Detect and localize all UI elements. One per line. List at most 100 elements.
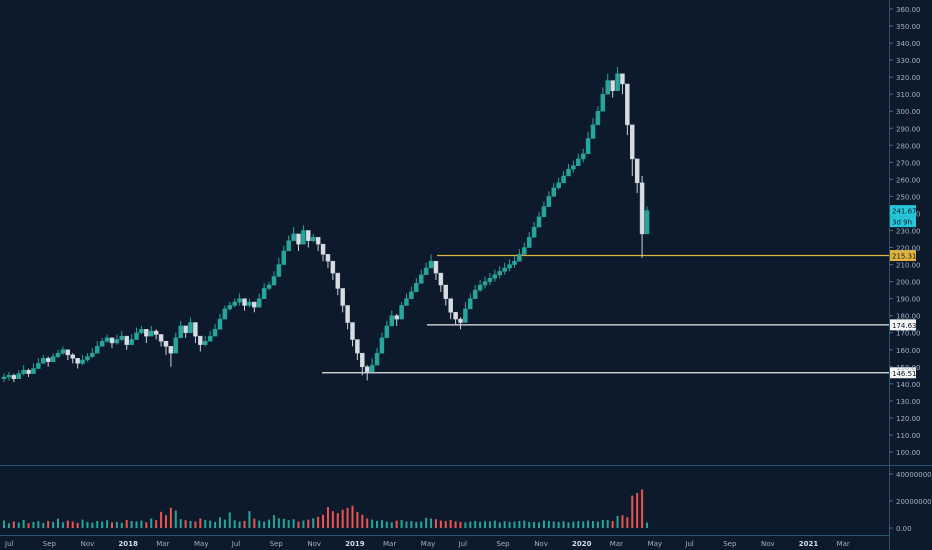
- price-tick-label: 200.00: [896, 279, 921, 287]
- candle-body: [438, 272, 444, 286]
- volume-tick-label: 0.00: [896, 525, 912, 533]
- candle-body: [620, 73, 625, 85]
- candle-body: [615, 73, 620, 92]
- volume-bar: [268, 519, 271, 528]
- volume-bar: [592, 520, 595, 528]
- time-tick-label: 2019: [345, 540, 365, 548]
- candle-body: [634, 158, 640, 184]
- candle-body: [394, 315, 399, 320]
- volume-bar: [169, 507, 172, 528]
- time-tick-label: May: [421, 540, 435, 548]
- candle-body: [237, 298, 242, 303]
- candle-body: [119, 335, 125, 340]
- volume-bar: [61, 522, 64, 528]
- candle-body: [21, 369, 26, 374]
- candle-body: [463, 308, 468, 323]
- candle-body: [149, 330, 154, 337]
- candle-body: [109, 337, 115, 344]
- volume-bar: [209, 520, 212, 528]
- volume-bar: [7, 523, 10, 528]
- volume-bar: [312, 518, 315, 528]
- candle-body: [261, 288, 267, 299]
- candle-body: [433, 260, 439, 274]
- candle-body: [85, 356, 90, 361]
- candle-body: [242, 298, 247, 306]
- candle-body: [301, 230, 306, 245]
- candle-body: [11, 375, 17, 379]
- candle-body: [320, 243, 326, 255]
- volume-bar: [474, 520, 477, 528]
- price-tick-label: 230.00: [896, 228, 921, 236]
- candle-body: [207, 335, 213, 342]
- price-tick-label: 330.00: [896, 57, 921, 65]
- time-tick-label: Sep: [723, 540, 737, 548]
- volume-bar: [115, 521, 118, 528]
- volume-bar: [552, 521, 555, 528]
- volume-bar: [646, 522, 648, 528]
- price-tick-label: 190.00: [896, 296, 921, 304]
- volume-bar: [439, 520, 442, 528]
- candle-body: [630, 124, 635, 160]
- candle-body: [31, 368, 36, 374]
- candle-body: [65, 349, 71, 356]
- candle-body: [158, 334, 164, 342]
- horizontal-levels[interactable]: 215.31 174.63 146.51: [322, 250, 917, 379]
- volume-bar: [56, 518, 59, 528]
- candle-body: [384, 325, 390, 339]
- price-tick-label: 160.00: [896, 347, 921, 355]
- price-badges: 241.67 3d 9h: [890, 205, 917, 228]
- candle-body: [571, 165, 576, 170]
- level-label: 215.31: [892, 253, 917, 261]
- volume-tick-label: 400000000.00: [896, 471, 932, 479]
- volume-bar: [253, 518, 256, 528]
- volume-bar: [567, 522, 570, 528]
- candle-body: [188, 322, 193, 333]
- volume-bar: [263, 521, 266, 528]
- candle-body: [183, 325, 188, 333]
- volume-bar: [410, 520, 413, 528]
- candle-body: [379, 337, 385, 354]
- volume-bar: [194, 521, 197, 528]
- volume-bar: [479, 521, 482, 528]
- candle-body: [212, 329, 218, 337]
- volume-bar: [223, 519, 226, 528]
- time-axis[interactable]: Jul Sep Nov 2018 Mar May Jul Sep Nov 2019 Mar May Ju…: [4, 540, 850, 548]
- volume-bar: [420, 521, 423, 528]
- candle-body: [168, 346, 174, 354]
- volume-bar: [307, 519, 310, 528]
- price-axis[interactable]: 360.00 350.00 340.00 330.00 320.00 310.00 300.…: [889, 6, 921, 457]
- price-tick-label: 130.00: [896, 398, 921, 406]
- volume-bar: [449, 519, 452, 528]
- candle-body: [556, 182, 561, 189]
- candle-body: [281, 250, 287, 265]
- candle-body: [286, 240, 291, 252]
- candle-body: [114, 339, 120, 344]
- candle-body: [139, 329, 144, 333]
- volume-bar: [626, 517, 629, 528]
- candle-body: [144, 329, 149, 337]
- candle-body: [418, 274, 424, 284]
- candle-body: [576, 158, 581, 167]
- volume-bar: [415, 521, 418, 528]
- price-tick-label: 290.00: [896, 125, 921, 133]
- candle-body: [423, 267, 429, 276]
- price-badge-label: 3d 9h: [892, 219, 912, 227]
- volume-bar: [385, 521, 388, 528]
- candle-body: [404, 298, 409, 306]
- candle-body: [536, 216, 542, 228]
- volume-bar: [3, 520, 5, 528]
- volume-bar: [243, 520, 246, 528]
- volume-bar: [582, 521, 585, 528]
- level-label: 146.51: [892, 370, 917, 378]
- volume-bar: [513, 521, 516, 528]
- candle-body: [222, 308, 228, 320]
- volume-bar: [434, 519, 437, 528]
- volume-bar: [179, 519, 182, 528]
- level-label-box: [890, 319, 916, 331]
- volume-bar: [596, 521, 599, 528]
- volume-bar: [508, 521, 511, 528]
- volume-bar: [341, 509, 344, 528]
- candle-body: [306, 230, 311, 241]
- candle-body: [458, 318, 463, 323]
